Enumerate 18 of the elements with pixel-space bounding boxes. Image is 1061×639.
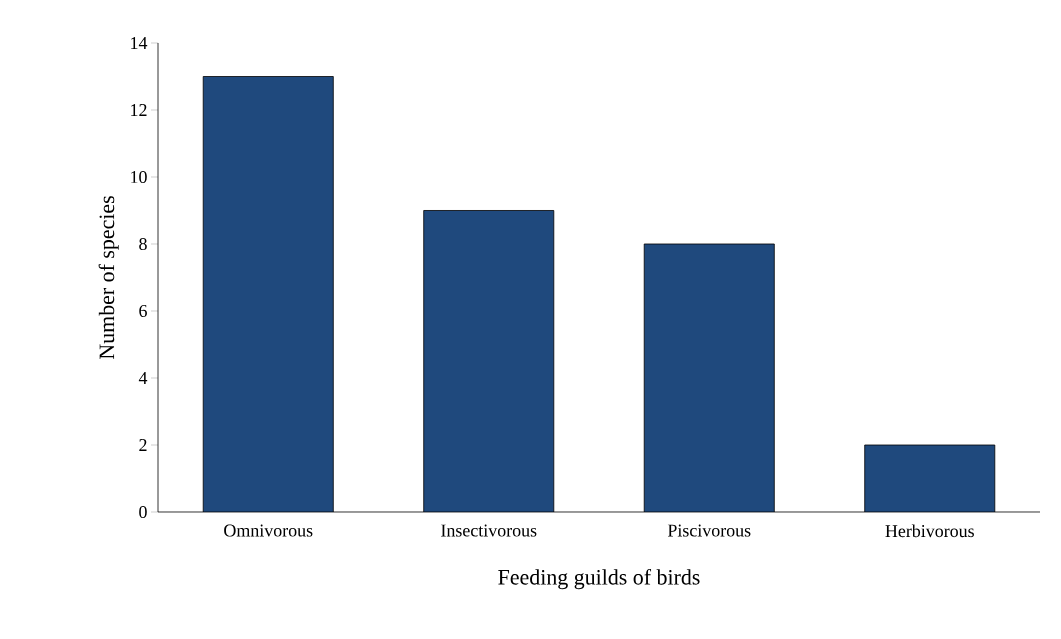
x-axis-title: Feeding guilds of birds [498, 568, 700, 590]
y-tick-label: 14 [131, 37, 148, 49]
y-tick-label: 8 [139, 237, 147, 251]
y-tick-label: 6 [139, 304, 147, 318]
y-tick-label: 2 [139, 439, 147, 451]
y-tick-label: 4 [138, 372, 148, 384]
x-tick-label: Insectivorous [441, 524, 537, 537]
y-tick-label: 10 [131, 170, 147, 184]
bar [644, 244, 775, 512]
bar [864, 444, 996, 512]
bar [203, 76, 334, 512]
x-tick-label: Piscivorous [667, 524, 751, 537]
bar [423, 210, 554, 512]
y-axis-title: Number of species [98, 196, 119, 360]
y-tick-label: 12 [131, 104, 147, 116]
x-tick-label: Omnivorous [224, 524, 313, 537]
x-tick-label: Herbivorous [885, 524, 974, 538]
y-tick-label: 0 [139, 505, 147, 519]
